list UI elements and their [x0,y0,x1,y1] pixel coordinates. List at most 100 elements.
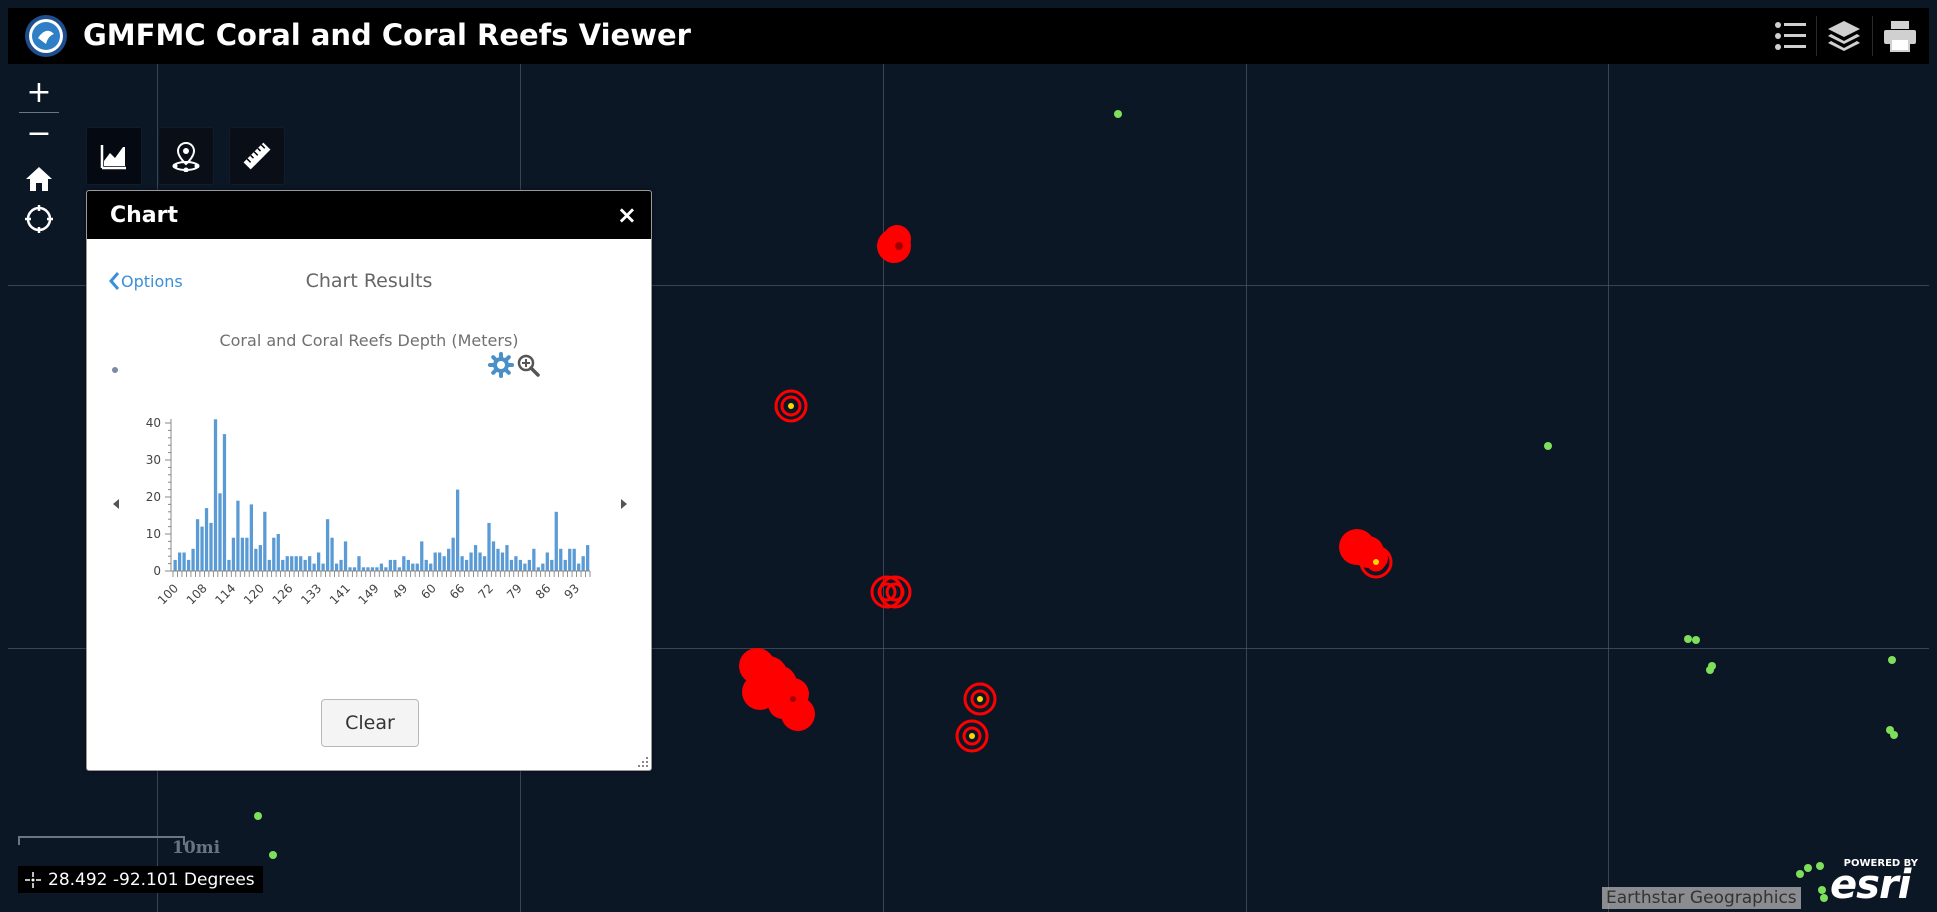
bar[interactable] [316,552,321,572]
bar[interactable] [254,548,258,571]
bar[interactable] [195,519,200,571]
measure-tool-button[interactable] [229,127,285,185]
site-point[interactable] [1114,110,1122,118]
bar[interactable] [532,548,536,571]
bar[interactable] [379,563,384,571]
bar[interactable] [509,559,514,571]
site-point[interactable] [1684,635,1692,643]
bar[interactable] [527,559,532,571]
reef-cluster[interactable] [955,719,989,753]
bar[interactable] [308,556,312,571]
bar[interactable] [411,563,415,571]
bar[interactable] [473,545,478,571]
bar[interactable] [545,552,549,572]
bar[interactable] [402,556,406,571]
bar[interactable] [299,556,303,571]
bar[interactable] [249,504,254,571]
bar[interactable] [514,556,518,571]
bar[interactable] [460,556,464,571]
bar[interactable] [568,548,572,571]
site-point[interactable] [1820,894,1828,902]
bar[interactable] [290,556,294,571]
bar[interactable] [236,500,240,571]
bar[interactable] [478,552,482,572]
bar[interactable] [397,567,401,571]
bar[interactable] [487,522,491,571]
bar[interactable] [330,537,334,571]
site-point[interactable] [1804,864,1812,872]
zoom-in-button[interactable]: + [26,74,52,110]
reef-cluster[interactable] [739,648,815,731]
chart-next-arrow-icon[interactable] [621,499,627,509]
bar[interactable] [523,563,527,571]
reef-cluster[interactable] [963,682,997,716]
bar[interactable] [258,545,262,571]
bar[interactable] [384,567,388,571]
bar[interactable] [482,556,487,571]
bar[interactable] [442,556,446,571]
close-icon[interactable]: × [616,201,637,229]
bar[interactable] [285,556,289,571]
bar[interactable] [357,556,361,571]
bar[interactable] [191,548,195,571]
bar[interactable] [218,493,222,571]
bar[interactable] [491,541,496,571]
zoom-out-button[interactable]: − [26,115,52,151]
bar[interactable] [366,567,370,571]
bar[interactable] [245,537,249,571]
bar[interactable] [393,559,397,571]
options-back-link[interactable]: Options [107,271,183,291]
site-point[interactable] [1818,886,1826,894]
bar[interactable] [455,489,460,571]
bar[interactable] [541,563,545,571]
bar[interactable] [536,567,540,571]
legend-button[interactable] [1766,16,1814,56]
bar[interactable] [451,537,455,571]
bar[interactable] [447,548,451,571]
bar[interactable] [464,559,469,571]
site-point[interactable] [1816,862,1824,870]
bar[interactable] [325,519,330,571]
site-point[interactable] [1796,870,1804,878]
bar[interactable] [559,548,563,571]
site-point[interactable] [269,851,277,859]
bar[interactable] [312,563,316,571]
resize-handle-icon[interactable] [637,756,649,768]
bar[interactable] [222,434,227,571]
bar[interactable] [550,559,554,571]
bar[interactable] [209,522,213,571]
bar[interactable] [281,559,285,571]
site-point[interactable] [1706,666,1714,674]
bar[interactable] [240,537,245,571]
bar[interactable] [581,556,585,571]
bar[interactable] [518,559,523,571]
bar[interactable] [231,537,236,571]
bar[interactable] [586,545,590,571]
reef-cluster[interactable] [1339,529,1393,579]
bar[interactable] [375,567,379,571]
bar[interactable] [294,556,298,571]
bar[interactable] [263,511,267,571]
coordinates-widget[interactable]: 28.492 -92.101 Degrees [18,866,263,893]
bar[interactable] [267,559,271,571]
bar[interactable] [554,511,558,571]
bar[interactable] [321,563,325,571]
home-button[interactable] [16,159,62,199]
chart-zoom-icon[interactable] [517,354,540,377]
bar[interactable] [388,559,393,571]
bar[interactable] [500,552,505,572]
bar[interactable] [182,552,186,572]
bar[interactable] [334,563,339,571]
bar[interactable] [173,559,177,571]
bar[interactable] [227,559,231,571]
bar[interactable] [303,559,307,571]
bar[interactable] [361,567,366,571]
bar[interactable] [352,567,357,571]
bar[interactable] [563,559,567,571]
site-point[interactable] [1890,731,1898,739]
bar[interactable] [433,552,437,572]
bar[interactable] [469,552,473,572]
site-point[interactable] [1544,442,1552,450]
clear-button[interactable]: Clear [321,699,419,747]
place-pin-tool-button[interactable] [158,127,214,185]
